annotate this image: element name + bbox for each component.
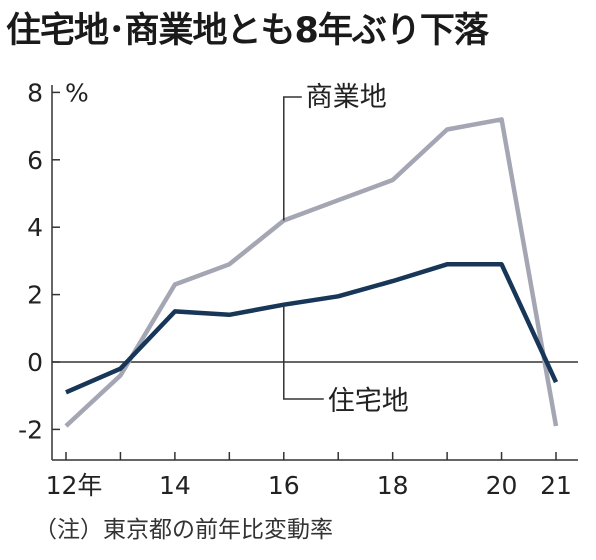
series-label-commercial: 商業地 [306, 82, 387, 113]
chart-note: （注）東京都の前年比変動率 [34, 517, 333, 543]
y-tick-label: 0 [27, 348, 43, 377]
y-tick-label: 8 [27, 78, 43, 107]
chart-title: 住宅地･商業地とも8年ぶり下落 [6, 11, 489, 51]
x-tick-label: 20 [486, 471, 518, 500]
series-label-residential: 住宅地 [328, 386, 409, 417]
series-line-residential [65, 262, 559, 395]
y-tick-label: 6 [27, 146, 43, 175]
x-tick-label: 14 [159, 471, 191, 500]
x-tick-label: 18 [377, 471, 409, 500]
x-tick-label: 16 [268, 471, 300, 500]
x-tick-label: 21 [540, 471, 572, 500]
x-tick-label: 12年 [46, 471, 103, 500]
commercial-leader-line [283, 96, 302, 221]
series-line-commercial [64, 117, 559, 428]
y-tick-label: 2 [27, 281, 43, 310]
residential-leader-line [283, 304, 324, 400]
y-tick-label: 4 [27, 213, 43, 242]
y-tick-label: -2 [18, 415, 43, 444]
y-unit-label: % [65, 78, 89, 107]
